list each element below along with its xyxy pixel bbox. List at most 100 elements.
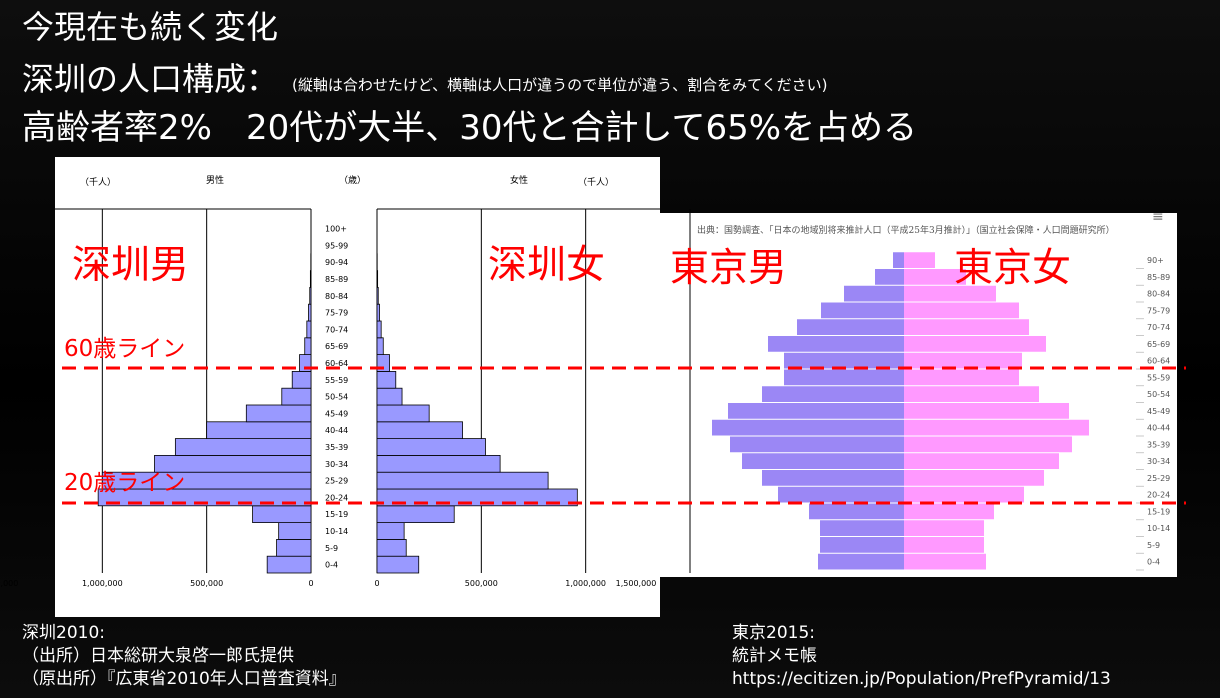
tokyo-age-label-0-4: 0-4 <box>1147 558 1160 567</box>
source-tokyo: 東京2015: 統計メモ帳 https://ecitizen.jp/Popula… <box>732 622 1111 691</box>
shenzhen-female-bar-80-84 <box>376 286 379 305</box>
shenzhen-male-bar-45-49 <box>245 404 312 423</box>
tokyo-female-bar-90+ <box>904 252 935 268</box>
tokyo-female-bar-35-39 <box>904 436 1072 453</box>
shenzhen-female-x-tick: 1,000,000 <box>565 579 606 588</box>
tokyo-male-bar-50-54 <box>762 386 904 402</box>
tokyo-male-bar-30-34 <box>742 453 904 469</box>
label-line-60: 60歳ライン <box>64 336 185 362</box>
shenzhen-age-label-30-34: 30-34 <box>325 460 348 469</box>
title-line2-main: 深圳の人口構成： <box>22 60 279 98</box>
tokyo-age-label-75-79: 75-79 <box>1147 306 1170 315</box>
shenzhen-female-bar-0-4 <box>376 555 420 574</box>
source-shenzhen-line3: （原出所）『広東省2010年人口普査資料』 <box>22 669 346 689</box>
tokyo-female-bar-50-54 <box>904 386 1039 402</box>
tokyo-female-bar-5-9 <box>904 537 984 553</box>
tokyo-female-bar-65-69 <box>904 336 1046 352</box>
shenzhen-male-bar-40-44 <box>206 421 312 439</box>
shenzhen-female-bar-40-44 <box>376 421 463 439</box>
tokyo-female-bar-85-89 <box>904 269 966 285</box>
shenzhen-age-label-95-99: 95-99 <box>325 241 348 250</box>
shenzhen-female-bar-70-74 <box>376 320 382 339</box>
tokyo-age-label-80-84: 80-84 <box>1147 290 1170 299</box>
tokyo-menu-icon: ≡ <box>1152 209 1164 225</box>
shenzhen-male-bar-0-4 <box>266 555 312 574</box>
shenzhen-age-label-65-69: 65-69 <box>325 342 348 351</box>
tokyo-age-label-55-59: 55-59 <box>1147 373 1170 382</box>
tokyo-male-bar-70-74 <box>797 319 904 335</box>
title-line3: 高齢者率2% 20代が大半、30代と合計して65%を占める <box>22 108 918 148</box>
shenzhen-male-bar-70-74 <box>306 320 312 339</box>
shenzhen-age-label-75-79: 75-79 <box>325 309 348 318</box>
shenzhen-male-x-tick: 1,500,000 <box>0 579 18 588</box>
tokyo-female-bar-45-49 <box>904 403 1069 419</box>
shenzhen-age-label-100+: 100+ <box>325 225 347 234</box>
shenzhen-male-bar-35-39 <box>174 438 312 456</box>
tokyo-male-bar-15-19 <box>809 503 904 520</box>
shenzhen-age-label-20-24: 20-24 <box>325 493 348 502</box>
label-line-20: 20歳ライン <box>64 470 185 496</box>
shenzhen-female-x-tick: 1,500,000 <box>616 579 657 588</box>
shenzhen-female-panel <box>376 157 660 617</box>
shenzhen-male-bar-15-19 <box>252 505 312 523</box>
tokyo-age-label-70-74: 70-74 <box>1147 323 1170 332</box>
shenzhen-female-bar-10-14 <box>376 522 405 540</box>
tokyo-age-label-35-39: 35-39 <box>1147 440 1170 449</box>
shenzhen-male-bar-65-69 <box>304 337 312 355</box>
tokyo-female-bar-60-64 <box>904 352 1022 369</box>
label-tokyo-female: 東京女 <box>954 246 1071 291</box>
shenzhen-age-label-90-94: 90-94 <box>325 258 348 267</box>
tokyo-male-bar-25-29 <box>762 470 904 486</box>
shenzhen-male-bar-80-84 <box>309 286 312 305</box>
tokyo-male-bar-5-9 <box>820 537 904 553</box>
tokyo-female-bar-10-14 <box>904 520 984 536</box>
tokyo-female-bar-80-84 <box>904 285 996 302</box>
shenzhen-age-label-70-74: 70-74 <box>325 325 348 334</box>
tokyo-male-bar-35-39 <box>730 436 904 453</box>
source-tokyo-line3: https://ecitizen.jp/Population/PrefPyram… <box>732 669 1111 689</box>
shenzhen-age-label-85-89: 85-89 <box>325 275 348 284</box>
shenzhen-male-bar-5-9 <box>276 539 312 557</box>
shenzhen-male-x-tick: 0 <box>308 579 313 588</box>
shenzhen-male-label: 男性 <box>206 174 224 186</box>
tokyo-male-bar-10-14 <box>820 520 904 536</box>
source-shenzhen: 深圳2010: （出所）日本総研大泉啓一郎氏提供 （原出所）『広東省2010年人… <box>22 622 346 691</box>
label-shenzhen-male: 深圳男 <box>72 243 189 288</box>
shenzhen-female-bar-55-59 <box>376 370 397 389</box>
tokyo-male-bar-85-89 <box>875 269 904 285</box>
tokyo-age-labels: 0-4 5-9 10-14 15-19 20-24 25-29 30-34 35-39 40-4… <box>1136 256 1170 571</box>
source-shenzhen-line2: （出所）日本総研大泉啓一郎氏提供 <box>22 646 294 666</box>
shenzhen-male-bar-50-54 <box>281 387 312 406</box>
tokyo-female-bar-75-79 <box>904 302 1019 319</box>
shenzhen-female-bar-45-49 <box>376 404 430 423</box>
tokyo-source-note: 出典：国勢調査、「日本の地域別将来推計人口（平成25年3月推計）」（国立社会保障… <box>697 224 1115 236</box>
label-shenzhen-female: 深圳女 <box>488 243 605 288</box>
title-line2-note: (縦軸は合わせたけど、横軸は人口が違うので単位が違う、割合をみてください) <box>292 76 828 94</box>
shenzhen-age-label-35-39: 35-39 <box>325 443 348 452</box>
shenzhen-units-label-right: （千人） <box>578 177 614 188</box>
tokyo-male-bar-45-49 <box>728 403 904 419</box>
shenzhen-female-bar-15-19 <box>376 505 455 523</box>
source-tokyo-line2: 統計メモ帳 <box>732 646 817 666</box>
tokyo-age-label-60-64: 60-64 <box>1147 357 1170 366</box>
tokyo-age-label-30-34: 30-34 <box>1147 457 1170 466</box>
tokyo-female-bar-20-24 <box>904 486 1024 503</box>
shenzhen-female-bar-75-79 <box>376 303 380 322</box>
source-tokyo-line1: 東京2015: <box>732 623 815 643</box>
tokyo-female-bars <box>904 252 1089 570</box>
tokyo-male-bar-80-84 <box>844 285 904 302</box>
tokyo-female-bar-55-59 <box>904 369 1019 386</box>
shenzhen-female-bar-85-89 <box>376 270 379 288</box>
shenzhen-male-bar-75-79 <box>308 303 312 322</box>
tokyo-female-bar-0-4 <box>904 553 986 570</box>
shenzhen-male-x-tick: 500,000 <box>190 579 223 588</box>
shenzhen-male-bar-85-89 <box>309 270 312 288</box>
shenzhen-female-bar-50-54 <box>376 387 403 406</box>
shenzhen-female-x-tick: 500,000 <box>465 579 498 588</box>
shenzhen-age-label-15-19: 15-19 <box>325 510 348 519</box>
shenzhen-age-label-25-29: 25-29 <box>325 477 348 486</box>
shenzhen-age-labels: 0-4 5-9 10-14 15-19 20-24 25-29 30-34 35-39 40-4… <box>325 225 348 570</box>
tokyo-age-label-15-19: 15-19 <box>1147 507 1170 516</box>
tokyo-age-label-65-69: 65-69 <box>1147 340 1170 349</box>
label-tokyo-male: 東京男 <box>670 246 787 291</box>
